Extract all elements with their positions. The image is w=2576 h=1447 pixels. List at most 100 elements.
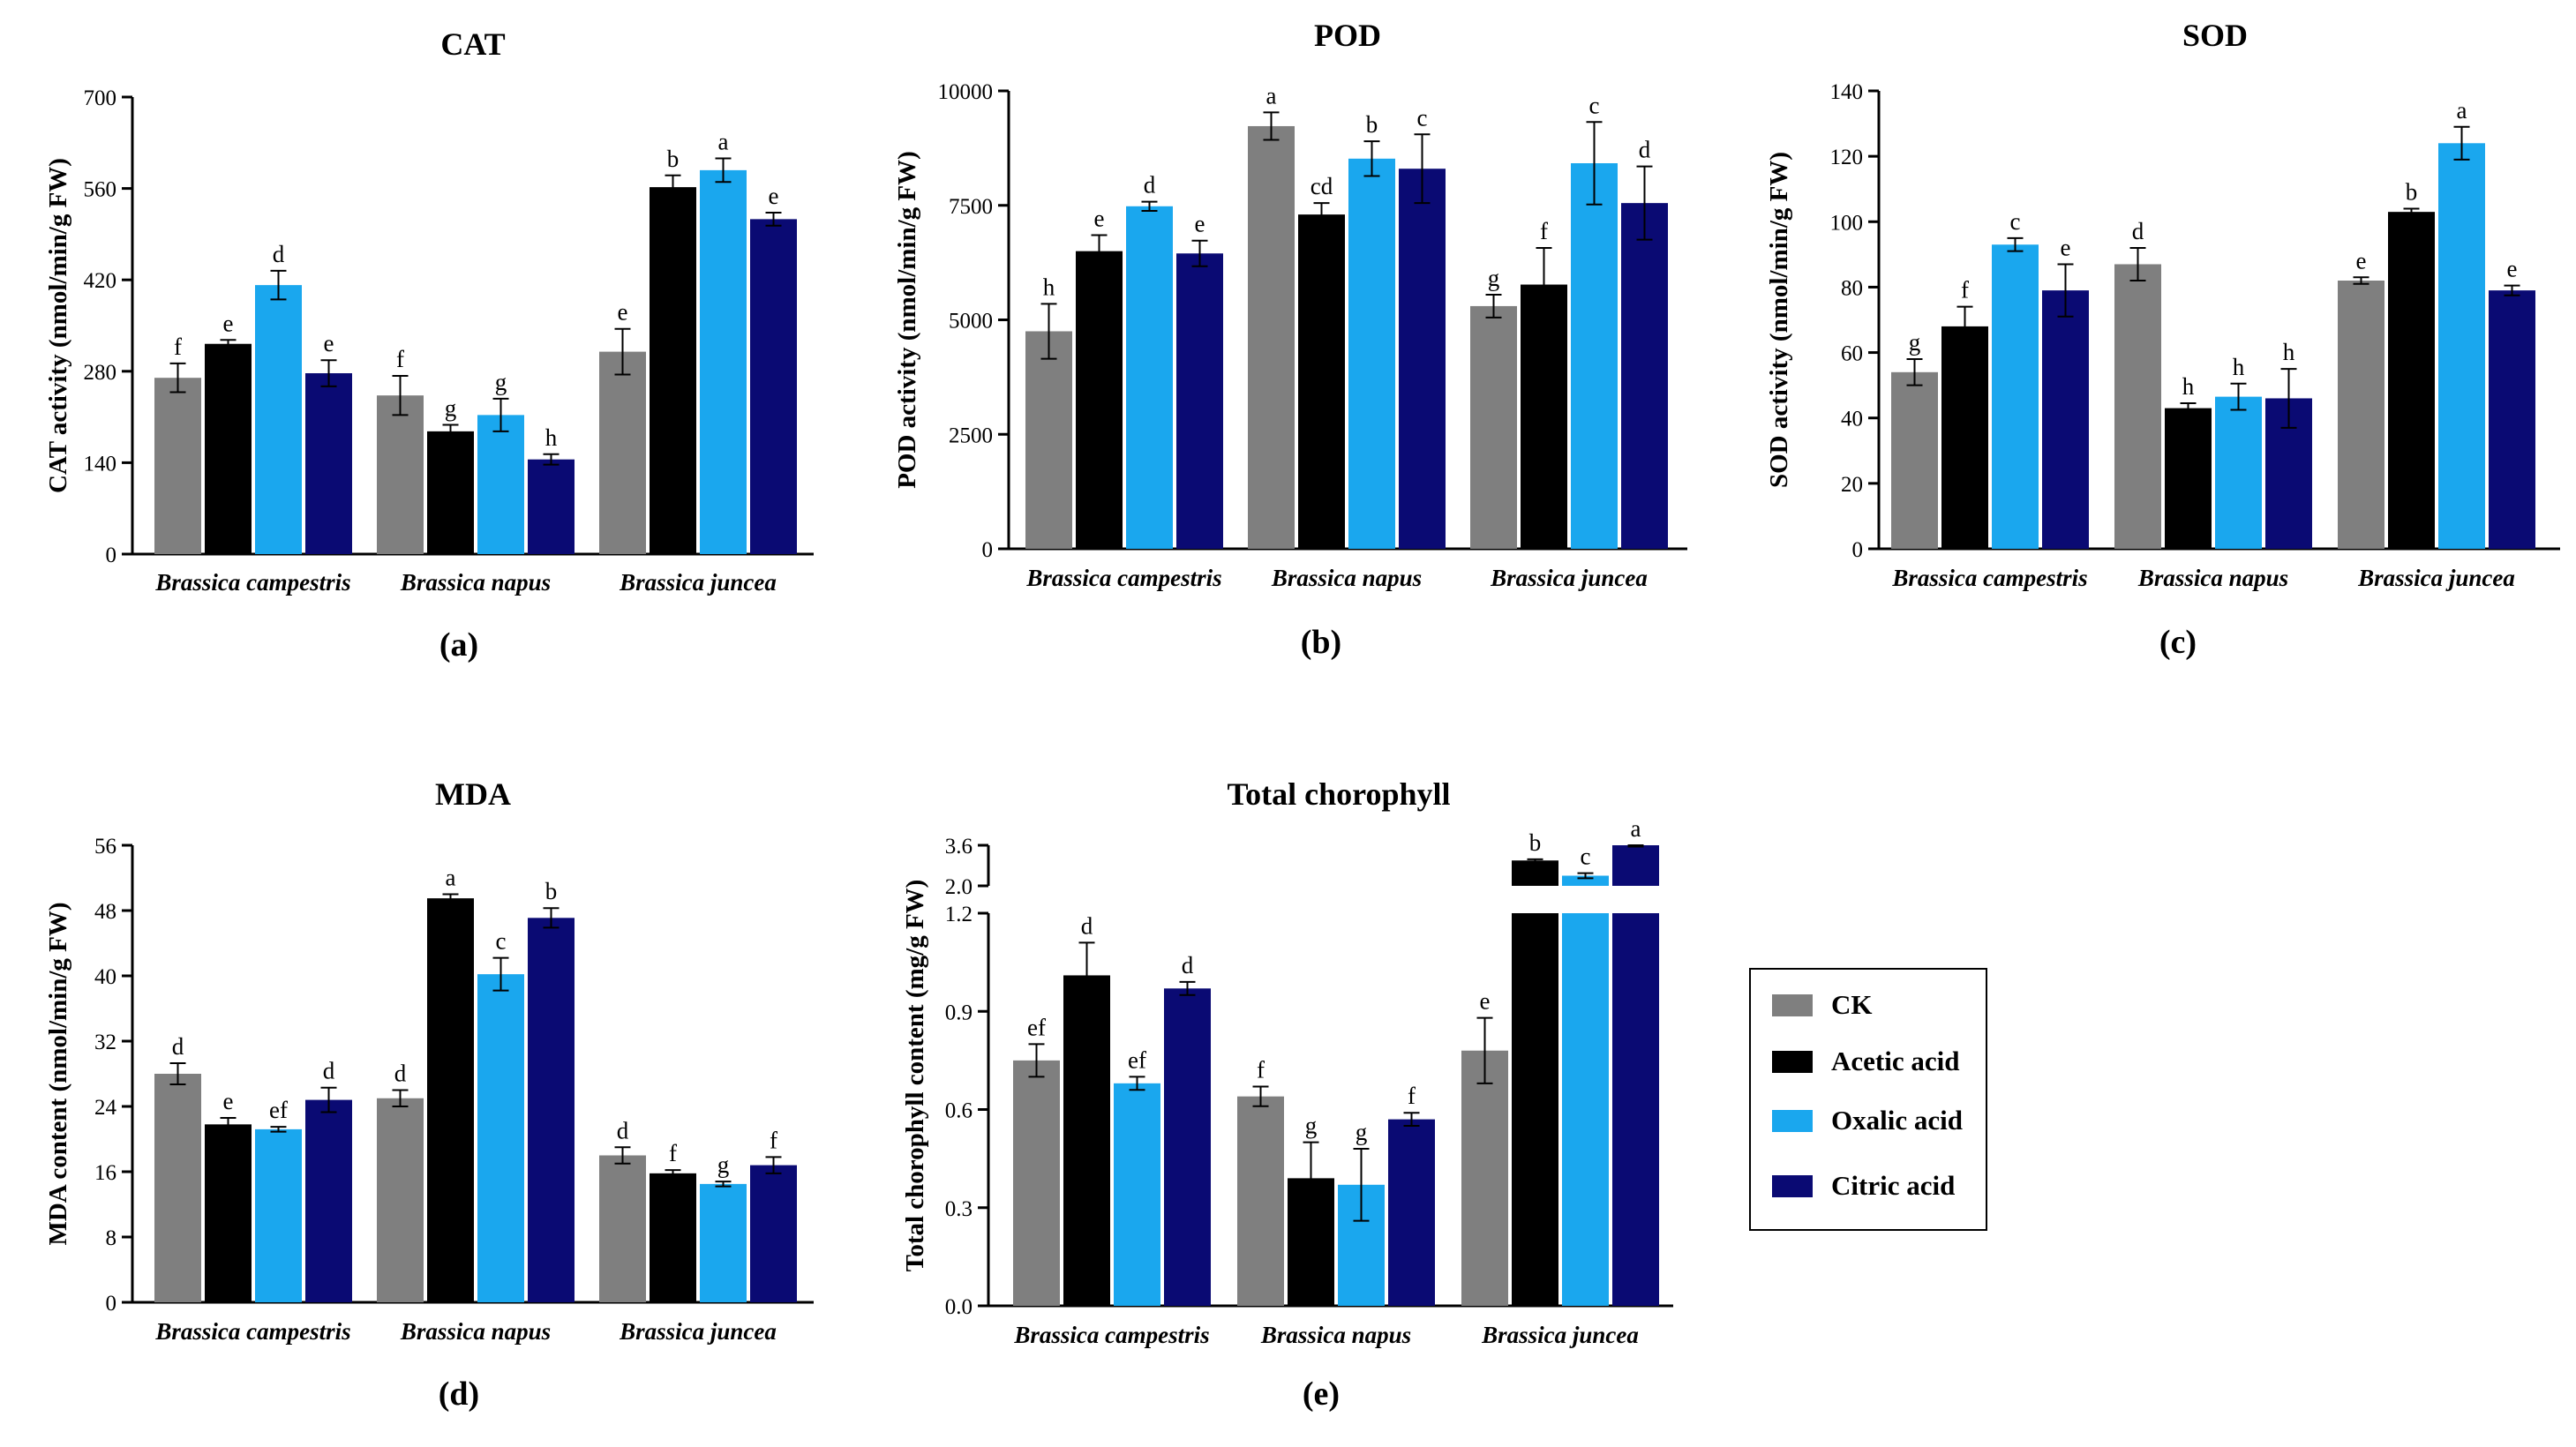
significance-letter: h (2233, 354, 2245, 380)
chart-pod: POD (b) POD activity (nmol/min/g FW) 0 2500 5… (893, 18, 1687, 661)
bar-oxalic-acid-upper (1562, 875, 1609, 886)
bar-acetic-acid (1521, 284, 1567, 549)
legend-swatch-ck (1772, 994, 1813, 1016)
bar-ck (599, 1155, 646, 1302)
significance-letter: c (1417, 104, 1428, 131)
y-axis-label: CAT activity (nmol/min/g FW) (44, 158, 72, 493)
bar-ck (1025, 331, 1072, 549)
panel-label: (e) (1303, 1376, 1340, 1413)
significance-letter: d (1081, 912, 1093, 939)
bar-acetic-acid (1941, 326, 1988, 549)
panel-label: (b) (1301, 624, 1341, 661)
significance-letter: a (446, 865, 456, 891)
bar-oxalic-acid (1348, 158, 1395, 549)
significance-letter: a (1631, 815, 1641, 842)
bar-acetic-acid (205, 1124, 252, 1302)
bar-ck (154, 1074, 201, 1302)
bar-citric-acid (305, 373, 352, 554)
y-tick-label: 120 (1830, 146, 1864, 169)
chart-mda: MDA (d) MDA content (nmol/min/g FW) 0 8 16 24 3… (44, 776, 814, 1413)
y-tick-label: 420 (84, 269, 117, 293)
chart-title: CAT (440, 26, 505, 62)
bar-oxalic-acid (255, 285, 302, 554)
legend-label-citric: Citric acid (1831, 1170, 1955, 1201)
bar-oxalic-acid (477, 974, 524, 1302)
significance-letter: g (1356, 1119, 1368, 1145)
chart-cat: CAT (a) CAT activity (nmol/min/g FW) 0 140 28… (44, 26, 814, 664)
bar-oxalic-acid (700, 1183, 747, 1302)
bar-citric-acid (1399, 169, 1446, 550)
significance-letter: h (2182, 373, 2195, 400)
bar-ck (1013, 1060, 1060, 1306)
bar-citric-acid (1164, 988, 1211, 1306)
y-tick-label: 0.9 (945, 1001, 973, 1024)
y-tick-label: 140 (84, 452, 117, 476)
chart-title: MDA (435, 776, 511, 812)
bar-oxalic-acid (700, 169, 747, 554)
bar-oxalic-acid-lower (1562, 913, 1609, 1306)
y-tick-label: 32 (94, 1031, 116, 1054)
significance-letter: d (617, 1117, 629, 1143)
y-tick-label: 8 (106, 1226, 117, 1250)
chart-total-chlorophyll: Total chorophyll (e) Total chorophyll cont… (901, 776, 1673, 1413)
bar-acetic-acid-upper (1512, 860, 1558, 886)
bar-citric-acid (2489, 290, 2535, 549)
bar-acetic-acid (205, 343, 252, 554)
x-category-label: Brassica campestris (154, 1318, 350, 1345)
significance-letter: a (718, 129, 729, 155)
legend-swatch-acetic (1772, 1051, 1813, 1073)
significance-letter: b (1529, 829, 1542, 856)
bar-citric-acid (305, 1099, 352, 1302)
significance-letter: g (1909, 329, 1921, 356)
significance-letter: b (2406, 178, 2418, 205)
x-category-label: Brassica juncea (619, 1318, 777, 1345)
significance-letter: c (1589, 92, 1600, 118)
significance-letter: e (2061, 234, 2071, 260)
bar-ck (599, 351, 646, 554)
bar-ck (1237, 1096, 1284, 1306)
bar-acetic-acid (1063, 975, 1110, 1306)
bar-oxalic-acid (1992, 244, 2039, 549)
y-tick-label: 0 (106, 544, 117, 567)
bar-citric-acid (1388, 1119, 1435, 1306)
y-tick-label: 80 (1841, 276, 1863, 300)
bar-acetic-acid (2388, 212, 2435, 549)
significance-letter: g (717, 1151, 730, 1178)
y-axis-label: Total chorophyll content (mg/g FW) (901, 880, 929, 1272)
bar-oxalic-acid (1126, 206, 1173, 549)
y-axis-label: MDA content (nmol/min/g FW) (44, 902, 72, 1245)
bar-oxalic-acid (1114, 1083, 1160, 1306)
significance-letter: ef (269, 1097, 288, 1123)
significance-letter: d (1639, 137, 1651, 163)
x-category-label: Brassica napus (400, 569, 551, 596)
y-tick-label: 0 (982, 538, 994, 562)
x-category-label: Brassica campestris (1013, 1322, 1209, 1348)
x-category-label: Brassica campestris (154, 569, 350, 596)
significance-letter: e (2356, 247, 2367, 274)
y-tick-label: 100 (1830, 211, 1864, 235)
bar-citric-acid (750, 219, 797, 554)
y-tick-label: 1.2 (945, 903, 973, 926)
chart-title: SOD (2182, 18, 2248, 53)
significance-letter: cd (1311, 173, 1333, 199)
y-tick-label: 60 (1841, 342, 1863, 366)
x-category-label: Brassica napus (1271, 565, 1422, 591)
significance-letter: f (1961, 277, 1969, 304)
significance-letter: d (172, 1033, 184, 1060)
bar-citric-acid-lower (1612, 913, 1659, 1306)
y-tick-label: 700 (84, 86, 117, 110)
y-tick-label: 2.0 (945, 875, 973, 899)
bar-ck (1470, 305, 1517, 549)
significance-letter: g (495, 369, 507, 395)
y-axis-label: SOD activity (nmol/min/g FW) (1765, 152, 1793, 488)
significance-letter: h (2283, 339, 2295, 365)
significance-letter: h (1043, 274, 1055, 300)
significance-letter: f (396, 346, 404, 372)
y-tick-label: 7500 (949, 195, 993, 219)
bar-ck (1461, 1050, 1508, 1306)
significance-letter: e (618, 299, 628, 326)
bar-citric-acid (1176, 253, 1223, 549)
x-category-label: Brassica juncea (619, 569, 777, 596)
significance-letter: d (273, 241, 285, 267)
y-tick-label: 280 (84, 361, 117, 385)
